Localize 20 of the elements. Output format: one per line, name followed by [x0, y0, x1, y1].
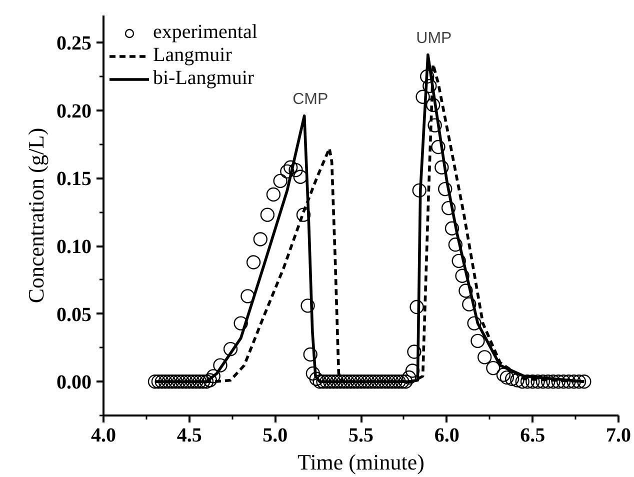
y-tick-label: 0.25 — [56, 32, 92, 55]
x-tick-label: 6.5 — [520, 424, 546, 446]
annotation: UMP — [416, 30, 452, 47]
x-tick-label: 6.0 — [434, 424, 460, 446]
x-tick-label: 4.0 — [91, 424, 116, 446]
x-tick-label: 5.5 — [348, 424, 374, 446]
x-tick-label: 4.5 — [176, 424, 202, 446]
annotation: CMP — [292, 90, 328, 108]
x-tick-label: 5.0 — [262, 424, 288, 446]
y-tick-label: 0.00 — [56, 372, 92, 394]
legend-label: experimental — [153, 21, 258, 44]
y-tick-label: 0.20 — [56, 100, 92, 122]
legend-label: bi-Langmuir — [153, 67, 254, 90]
x-axis-title: Time (minute) — [298, 450, 424, 474]
y-tick-label: 0.15 — [56, 168, 92, 190]
x-tick-label: 7.0 — [606, 424, 631, 446]
legend-label: Langmuir — [153, 44, 232, 67]
y-tick-label: 0.05 — [56, 304, 92, 326]
y-tick-label: 0.10 — [56, 236, 92, 258]
y-axis-title: Concentration (g/L) — [24, 128, 48, 304]
